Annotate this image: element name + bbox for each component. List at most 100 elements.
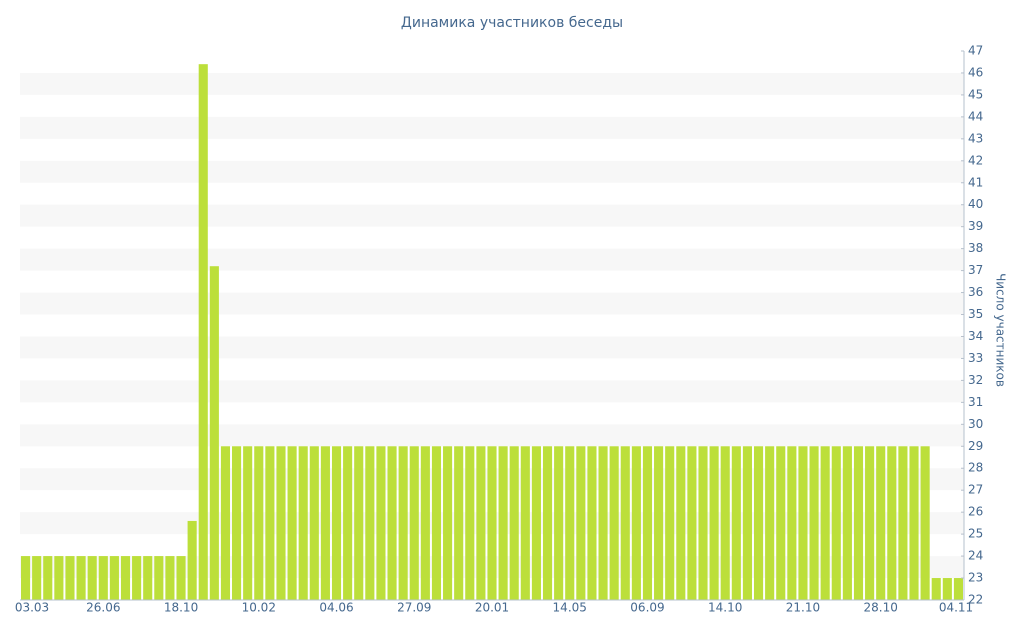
bar — [798, 446, 808, 600]
y-tick-label: 30 — [968, 417, 983, 431]
x-tick-label: 18.10 — [164, 601, 198, 615]
bar — [676, 446, 686, 600]
y-tick-label: 46 — [968, 65, 983, 79]
bar — [320, 446, 330, 600]
bar — [187, 520, 197, 600]
bar — [376, 446, 386, 600]
x-tick-label: 20.01 — [475, 601, 509, 615]
x-tick-label: 28.10 — [864, 601, 898, 615]
bar — [454, 446, 464, 600]
bar — [654, 446, 664, 600]
grid-band — [20, 248, 964, 271]
bar — [631, 446, 641, 600]
y-tick-label: 43 — [968, 131, 983, 145]
bar — [265, 446, 275, 600]
x-tick-label: 21.10 — [786, 601, 820, 615]
bar — [487, 446, 497, 600]
bar — [443, 446, 453, 600]
y-tick-label: 38 — [968, 241, 983, 255]
bar — [132, 556, 142, 600]
y-tick-label: 36 — [968, 285, 983, 299]
bar — [365, 446, 375, 600]
x-tick-label: 03.03 — [15, 601, 49, 615]
bar — [576, 446, 586, 600]
chart-title: Динамика участников беседы — [401, 15, 623, 31]
bar — [143, 556, 153, 600]
bar — [298, 446, 308, 600]
grid-band — [20, 380, 964, 403]
grid-band — [20, 292, 964, 315]
bar — [787, 446, 797, 600]
x-tick-label: 04.11 — [939, 601, 973, 615]
bar — [809, 446, 819, 600]
bar — [531, 446, 541, 600]
bar — [20, 556, 31, 600]
bar — [476, 446, 486, 600]
y-tick-label: 34 — [968, 329, 983, 343]
bar — [942, 578, 952, 600]
bar — [176, 556, 186, 600]
bar — [898, 446, 908, 600]
bar — [709, 446, 719, 600]
bar — [554, 446, 564, 600]
x-tick-label: 26.06 — [86, 601, 120, 615]
y-tick-label: 25 — [968, 527, 983, 541]
bar — [731, 446, 741, 600]
bar — [165, 556, 175, 600]
bar — [65, 556, 75, 600]
y-tick-label: 24 — [968, 549, 983, 563]
bar — [343, 446, 353, 600]
y-tick-label: 28 — [968, 461, 983, 475]
y-tick-label: 22 — [968, 593, 983, 607]
bar — [953, 578, 964, 600]
bar — [642, 446, 653, 600]
y-tick-label: 42 — [968, 153, 983, 167]
bar — [687, 446, 697, 600]
bar — [565, 446, 575, 600]
bar — [198, 64, 208, 600]
bar — [254, 446, 264, 600]
bar — [665, 446, 675, 600]
bar — [43, 556, 53, 600]
grid-band — [20, 116, 964, 139]
bar — [865, 446, 875, 600]
bar — [853, 446, 864, 600]
x-tick-label: 06.09 — [630, 601, 664, 615]
x-tick-label: 14.10 — [708, 601, 742, 615]
bar — [920, 446, 930, 600]
x-tick-label: 10.02 — [242, 601, 276, 615]
bar — [720, 446, 730, 600]
bar — [887, 446, 897, 600]
bar — [753, 446, 764, 600]
y-tick-label: 35 — [968, 307, 983, 321]
x-tick-label: 04.06 — [319, 601, 353, 615]
y-tick-label: 37 — [968, 263, 983, 277]
y-tick-label: 45 — [968, 87, 983, 101]
bar — [520, 446, 530, 600]
y-tick-label: 33 — [968, 351, 983, 365]
y-tick-label: 40 — [968, 197, 983, 211]
y-tick-label: 44 — [968, 109, 983, 123]
bar — [598, 446, 608, 600]
bar — [698, 446, 708, 600]
bar — [765, 446, 775, 600]
bar — [509, 446, 519, 600]
bar — [120, 556, 131, 600]
bar — [32, 556, 42, 600]
bar — [87, 556, 97, 600]
bar — [209, 266, 219, 600]
y-tick-label: 27 — [968, 483, 983, 497]
bar — [465, 446, 475, 600]
bar — [842, 446, 852, 600]
x-tick-label: 14.05 — [553, 601, 587, 615]
bar — [587, 446, 597, 600]
bar — [54, 556, 64, 600]
bar — [387, 446, 397, 600]
y-tick-label: 47 — [968, 44, 983, 58]
y-tick-label: 32 — [968, 373, 983, 387]
bar — [542, 446, 553, 600]
bar — [431, 446, 442, 600]
y-tick-label: 29 — [968, 439, 983, 453]
grid-band — [20, 72, 964, 95]
